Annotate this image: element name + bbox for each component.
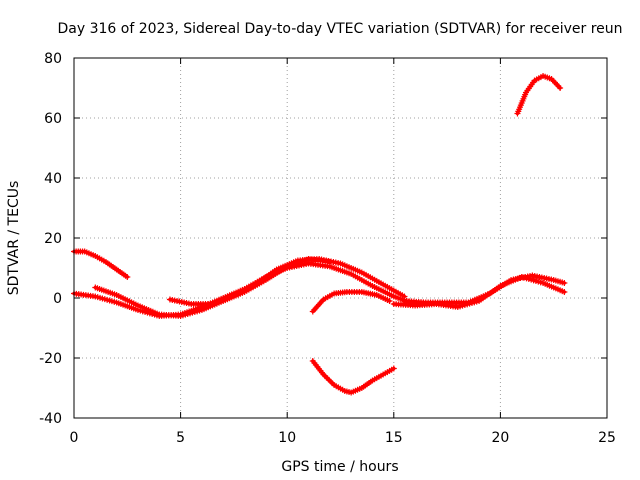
series-point-markers	[166, 256, 408, 307]
series-point-markers	[309, 358, 397, 396]
grid-lines	[74, 58, 607, 418]
series-point-markers	[309, 289, 393, 315]
series-point-markers	[390, 274, 568, 310]
y-tick-label: 60	[44, 111, 62, 127]
y-tick-label: 20	[44, 231, 62, 247]
x-tick-label: 5	[176, 430, 185, 446]
series-point-markers	[401, 272, 568, 306]
y-axis-label: SDTVAR / TECUs	[6, 181, 22, 296]
chart-title: Day 316 of 2023, Sidereal Day-to-day VTE…	[57, 21, 622, 37]
series-point-markers	[514, 73, 564, 117]
x-tick-label: 15	[385, 430, 403, 446]
y-tick-label: 40	[44, 171, 62, 187]
x-tick-label: 10	[278, 430, 296, 446]
plot-area-frame	[73, 57, 608, 419]
data-series-sat-i	[514, 73, 564, 117]
y-tick-label: 0	[53, 291, 62, 307]
data-series-sat-e	[390, 274, 568, 310]
data-series-sat-a	[71, 248, 131, 280]
data-series-group	[71, 73, 568, 396]
data-series-sat-h	[309, 358, 397, 396]
y-tick-label: -40	[39, 411, 62, 427]
data-series-sat-d	[166, 256, 408, 307]
x-tick-label: 25	[598, 430, 616, 446]
y-tick-label: -20	[39, 351, 62, 367]
x-tick-label: 20	[491, 430, 509, 446]
series-point-markers	[71, 248, 131, 280]
axis-ticks: 0 5 10 15 20 25 -40 -20 0 20 40 60 80	[39, 51, 616, 446]
y-tick-label: 80	[44, 51, 62, 67]
x-tick-label: 0	[70, 430, 79, 446]
data-series-sat-g	[309, 289, 393, 315]
x-axis-label: GPS time / hours	[281, 459, 398, 475]
data-series-sat-f	[401, 272, 568, 306]
